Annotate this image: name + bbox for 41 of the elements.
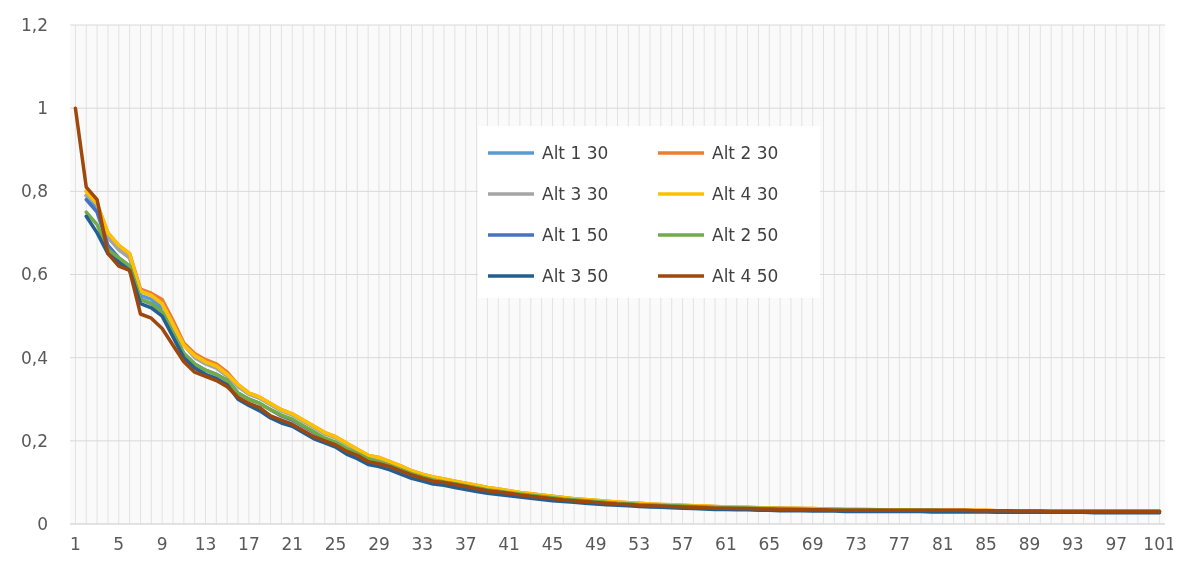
x-tick-label: 25	[324, 534, 347, 554]
x-tick-label: 97	[1105, 534, 1128, 554]
x-tick-label: 65	[758, 534, 781, 554]
legend-label: Alt 3 50	[542, 265, 609, 286]
legend-label: Alt 4 30	[712, 183, 779, 204]
line-series	[73, 106, 1162, 514]
legend-label: Alt 1 50	[542, 224, 609, 245]
x-tick-label: 1	[70, 534, 81, 554]
x-tick-label: 57	[671, 534, 694, 554]
x-tick-label: 61	[715, 534, 737, 554]
x-tick-label: 29	[368, 534, 390, 554]
x-tick-label: 53	[628, 534, 650, 554]
y-tick-label: 1	[37, 98, 48, 119]
x-tick-label: 5	[113, 534, 125, 554]
legend-label: Alt 1 30	[542, 142, 609, 163]
y-tick-label: 0	[37, 513, 48, 534]
x-tick-label: 37	[454, 534, 477, 554]
x-tick-label: 81	[931, 534, 954, 554]
x-tick-label: 33	[411, 534, 434, 554]
y-tick-label: 0,2	[20, 430, 48, 451]
y-tick-label: 0,4	[20, 347, 48, 368]
x-tick-label: 9	[156, 534, 168, 554]
y-tick-label: 0,6	[20, 264, 48, 285]
x-tick-label: 49	[585, 534, 607, 554]
legend-label: Alt 3 30	[542, 183, 609, 204]
x-tick-label: 69	[801, 534, 824, 554]
x-tick-label: 21	[281, 534, 304, 554]
y-tick-label: 0,8	[20, 181, 48, 202]
x-tick-label: 41	[498, 534, 520, 554]
legend-label: Alt 2 30	[712, 142, 779, 163]
legend-label: Alt 2 50	[712, 224, 779, 245]
legend-label: Alt 4 50	[712, 265, 779, 286]
x-tick-label: 89	[1018, 534, 1041, 554]
x-tick-label: 93	[1062, 534, 1084, 554]
x-tick-label: 45	[541, 534, 564, 554]
x-tick-label: 17	[238, 534, 260, 554]
x-tick-label: 77	[888, 534, 911, 554]
y-tick-label: 1,2	[20, 14, 48, 35]
x-tick-label: 73	[845, 534, 867, 554]
x-tick-label: 85	[975, 534, 997, 554]
x-tick-label: 13	[194, 534, 217, 554]
